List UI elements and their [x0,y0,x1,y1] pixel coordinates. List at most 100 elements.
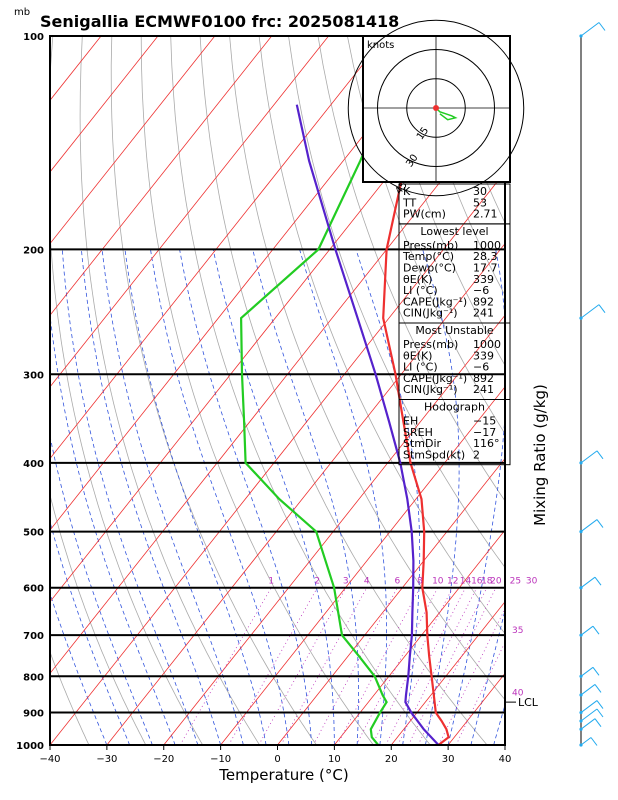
theta-label: 35 [512,626,523,636]
hodograph-center-dot [433,105,439,111]
dry-adiabat [258,36,505,635]
pressure-tick-label: 500 [23,528,44,539]
pressure-tick-label: 800 [23,672,44,683]
indices-row-value: 241 [473,307,494,320]
indices-row-key: Press(mb) [403,239,458,252]
mixing-ratio-label: 30 [526,577,538,587]
indices-row-key: Temp(°C) [402,250,454,263]
wind-barb-flag [594,684,602,693]
x-tick-label: 10 [328,754,341,765]
hodograph-ring [347,19,525,197]
hodograph-units-label: knots [367,40,394,51]
mixing-ratio-label: 18 [481,577,493,587]
wind-barb [580,22,600,37]
wind-barb-flag [590,737,598,746]
wind-barb [580,718,596,730]
mixing-ratio-line [355,587,439,745]
mixing-ratio-axis-title: Mixing Ratio (g/kg) [531,384,549,526]
mixing-ratio-label: 3 [343,577,349,587]
mixing-ratio-line [313,587,398,745]
mixing-ratio-label: 14 [460,577,472,587]
dry-adiabat [199,36,488,745]
wind-barb [580,684,596,696]
indices-row-value: 2 [473,448,480,461]
mixing-ratio-label: 12 [447,577,458,587]
wind-barb [580,576,596,589]
dry-adiabat [288,36,505,569]
dry-adiabat [50,493,147,745]
isotherm [106,242,505,745]
indices-row-value: −17 [473,426,496,439]
dry-adiabat [376,36,505,367]
indices-row-key: PW(cm) [403,208,446,221]
x-tick-label: −40 [39,754,60,765]
moist-adiabat [212,249,335,745]
pressure-tick-label: 100 [23,32,44,43]
wind-barb-flag [596,708,604,718]
mixing-ratio-label: 16 [471,577,483,587]
isotherm [50,36,329,388]
pressure-tick-label: 700 [23,631,44,642]
indices-row-key: SREH [403,426,433,439]
isotherm [50,36,273,316]
wind-barb-flag [592,666,600,676]
mixing-ratio-line [371,587,454,745]
isotherm [50,36,443,531]
mixing-ratio-label: 20 [490,577,502,587]
wind-barb-flag [598,304,606,313]
indices-row-key: StmSpd(kt) [403,448,465,461]
x-tick-label: 0 [274,754,280,765]
hodograph-ring [406,78,466,138]
indices-row-value: 241 [473,383,494,396]
wind-profile [579,22,606,747]
isotherm [50,36,159,173]
pressure-unit-label: mb [14,7,30,18]
indices-row-key: CIN(Jkg⁻¹) [403,383,458,396]
x-tick-label: −30 [96,754,117,765]
wind-barb [580,700,598,713]
plot-frame [49,35,506,746]
lcl-marker: LCL [506,696,539,709]
hodograph-ring [377,49,495,167]
isotherm [220,386,505,745]
indices-row-value: 892 [473,295,494,308]
chart-title: Senigallia ECMWF0100 frc: 2025081418 [40,12,399,31]
x-tick-label: −10 [210,754,231,765]
isotherm [390,601,505,745]
mixing-ratio-line [179,587,272,745]
isotherm [50,36,386,460]
wind-barb-flag [596,450,604,460]
background-lines [50,36,505,745]
indices-row-value: 53 [473,196,487,209]
indices-row-key: θE(K) [403,273,432,286]
mixing-ratio-line [228,587,318,745]
wind-barb [580,708,598,722]
indices-row-value: 892 [473,372,494,385]
wind-barb-flag [594,718,602,728]
indices-row-key: θE(K) [403,349,432,362]
dry-adiabat [317,36,505,502]
mixing-ratio-label: 4 [364,577,370,587]
profile-lines [239,36,450,745]
isotherm [277,457,505,745]
indices-row-key: LI (°C) [403,284,438,297]
wind-barb-flag [594,576,602,586]
indices-row-value: −6 [473,361,489,374]
indices-row-key: LI (°C) [403,361,438,374]
indices-section-title: Lowest level [420,225,488,238]
x-tick-label: 30 [442,754,455,765]
indices-section-title: Most Unstable [415,324,494,337]
indices-row-value: 17.7 [473,262,498,275]
dry-adiabat [229,36,505,701]
pressure-tick-label: 900 [23,709,44,720]
wind-barb-flag [592,625,600,635]
dry-adiabat [110,36,317,745]
x-tick-label: −20 [153,754,174,765]
isotherm [163,314,505,745]
wind-barb [580,625,594,636]
parcel-line [295,104,440,745]
pressure-tick-label: 1000 [16,741,44,752]
pressure-tick-label: 400 [23,459,44,470]
